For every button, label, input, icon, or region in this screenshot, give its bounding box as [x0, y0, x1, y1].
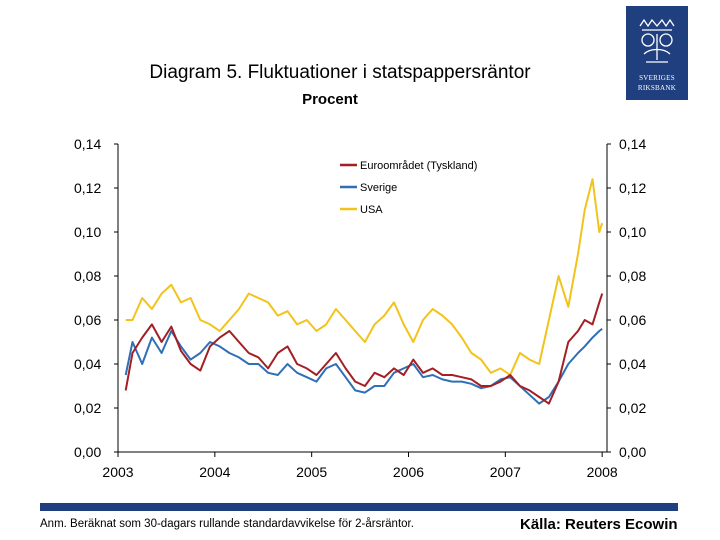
- y-tick-label-right: 0,06: [619, 312, 646, 328]
- y-tick-label-left: 0,10: [74, 224, 101, 240]
- y-tick-label-left: 0,00: [74, 444, 101, 460]
- chart-axes: 0,00 0,02 0,04 0,06 0,08 0,10 0,12 0,14 0,00 0,02…: [74, 136, 646, 480]
- chart-subtitle: Procent: [302, 91, 358, 108]
- y-tick-label-right: 0,14: [619, 136, 646, 152]
- y-tick-label-left: 0,12: [74, 180, 101, 196]
- y-tick-label-right: 0,10: [619, 224, 646, 240]
- y-tick-label-left: 0,06: [74, 312, 101, 328]
- series-line-sweden: [124, 328, 603, 405]
- x-tick-label: 2007: [490, 464, 521, 480]
- y-tick-label-left: 0,04: [74, 356, 101, 372]
- y-tick-label-right: 0,08: [619, 268, 646, 284]
- y-tick-label-left: 0,14: [74, 136, 101, 152]
- y-tick-label-right: 0,02: [619, 400, 646, 416]
- footer-bar: [40, 503, 678, 511]
- series-line-euro: [124, 293, 604, 405]
- x-tick-label: 2006: [393, 464, 424, 480]
- logo-text-sveriges: SVERIGES: [639, 74, 675, 82]
- source-label: Källa: Reuters Ecowin: [520, 516, 678, 533]
- y-tick-label-right: 0,00: [619, 444, 646, 460]
- chart-series: [124, 178, 604, 405]
- y-tick-label-left: 0,02: [74, 400, 101, 416]
- logo-text-riksbank: RIKSBANK: [637, 84, 677, 92]
- series-line-usa: [125, 178, 604, 376]
- y-tick-label-left: 0,08: [74, 268, 101, 284]
- riksbank-logo: SVERIGES RIKSBANK: [626, 6, 688, 100]
- chart-legend: Euroområdet (Tyskland) Sverige USA: [340, 160, 477, 216]
- x-tick-label: 2005: [296, 464, 327, 480]
- x-tick-label: 2003: [102, 464, 133, 480]
- chart-title: Diagram 5. Fluktuationer i statspappersr…: [149, 62, 531, 83]
- legend-label-sweden: Sverige: [360, 182, 397, 194]
- crown-emblem-icon: [639, 18, 675, 63]
- x-tick-label: 2008: [587, 464, 618, 480]
- footnote: Anm. Beräknat som 30-dagars rullande sta…: [40, 518, 414, 530]
- x-tick-label: 2004: [199, 464, 230, 480]
- legend-label-euro: Euroområdet (Tyskland): [360, 160, 477, 172]
- y-tick-label-right: 0,12: [619, 180, 646, 196]
- y-tick-label-right: 0,04: [619, 356, 646, 372]
- legend-label-usa: USA: [360, 204, 383, 216]
